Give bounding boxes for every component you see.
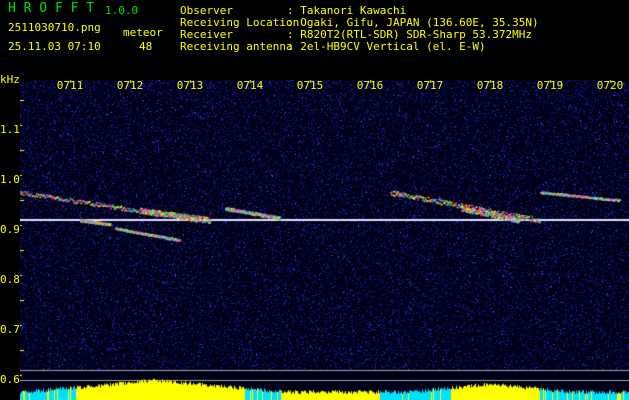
- info-label: Observer: [180, 4, 233, 17]
- y-tick-label: 0.9: [0, 223, 20, 236]
- x-tick-label: 0713: [176, 79, 204, 92]
- y-tick-label: 0.6: [0, 373, 20, 386]
- x-tick-label: 0714: [236, 79, 264, 92]
- info-value: : R820T2(RTL-SDR) SDR-Sharp 53.372MHz: [287, 28, 533, 41]
- x-tick-label: 0716: [356, 79, 384, 92]
- x-tick-label: 0711: [56, 79, 84, 92]
- x-tick-label: 0719: [536, 79, 564, 92]
- meteor-count: 48: [139, 40, 153, 53]
- info-label: Receiving Location: [180, 16, 300, 29]
- info-label: Receiver: [180, 28, 233, 41]
- info-value: : Ogaki, Gifu, JAPAN (136.60E, 35.35N): [287, 16, 539, 29]
- info-value: : 2el-HB9CV Vertical (el. E-W): [287, 40, 486, 53]
- x-tick-label: 0720: [596, 79, 624, 92]
- meteor-label: meteor: [123, 26, 163, 39]
- spectrogram: [20, 80, 629, 400]
- app-version: 1.0.0: [105, 4, 139, 17]
- x-tick-label: 0715: [296, 79, 324, 92]
- file-name: 2511030710.png: [8, 21, 101, 34]
- x-tick-label: 0718: [476, 79, 504, 92]
- y-tick-label: 1.1: [0, 123, 20, 136]
- info-label: Receiving antenna: [180, 40, 293, 53]
- info-value: : Takanori Kawachi: [287, 4, 407, 17]
- y-unit: kHz: [0, 73, 20, 86]
- y-tick-label: 0.8: [0, 273, 20, 286]
- y-tick-label: 0.7: [0, 323, 20, 336]
- x-tick-label: 0717: [416, 79, 444, 92]
- x-tick-label: 0712: [116, 79, 144, 92]
- app-title: H R O F F T: [8, 1, 95, 16]
- file-datetime: 25.11.03 07:10: [8, 40, 101, 53]
- y-tick-label: 1.0: [0, 173, 20, 186]
